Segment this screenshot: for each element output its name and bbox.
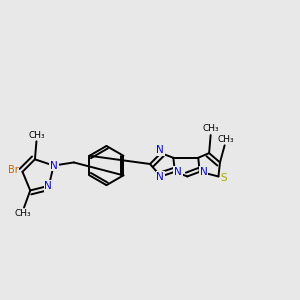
Text: N: N — [50, 160, 58, 171]
Text: N: N — [156, 145, 164, 155]
Text: N: N — [44, 181, 52, 191]
Text: CH₃: CH₃ — [14, 209, 31, 218]
Text: Br: Br — [8, 165, 19, 175]
Text: N: N — [200, 167, 207, 177]
Text: N: N — [156, 172, 164, 182]
Text: CH₃: CH₃ — [202, 124, 219, 133]
Text: S: S — [221, 173, 227, 183]
Text: CH₃: CH₃ — [28, 130, 45, 140]
Text: CH₃: CH₃ — [218, 135, 235, 144]
Text: N: N — [174, 167, 182, 177]
